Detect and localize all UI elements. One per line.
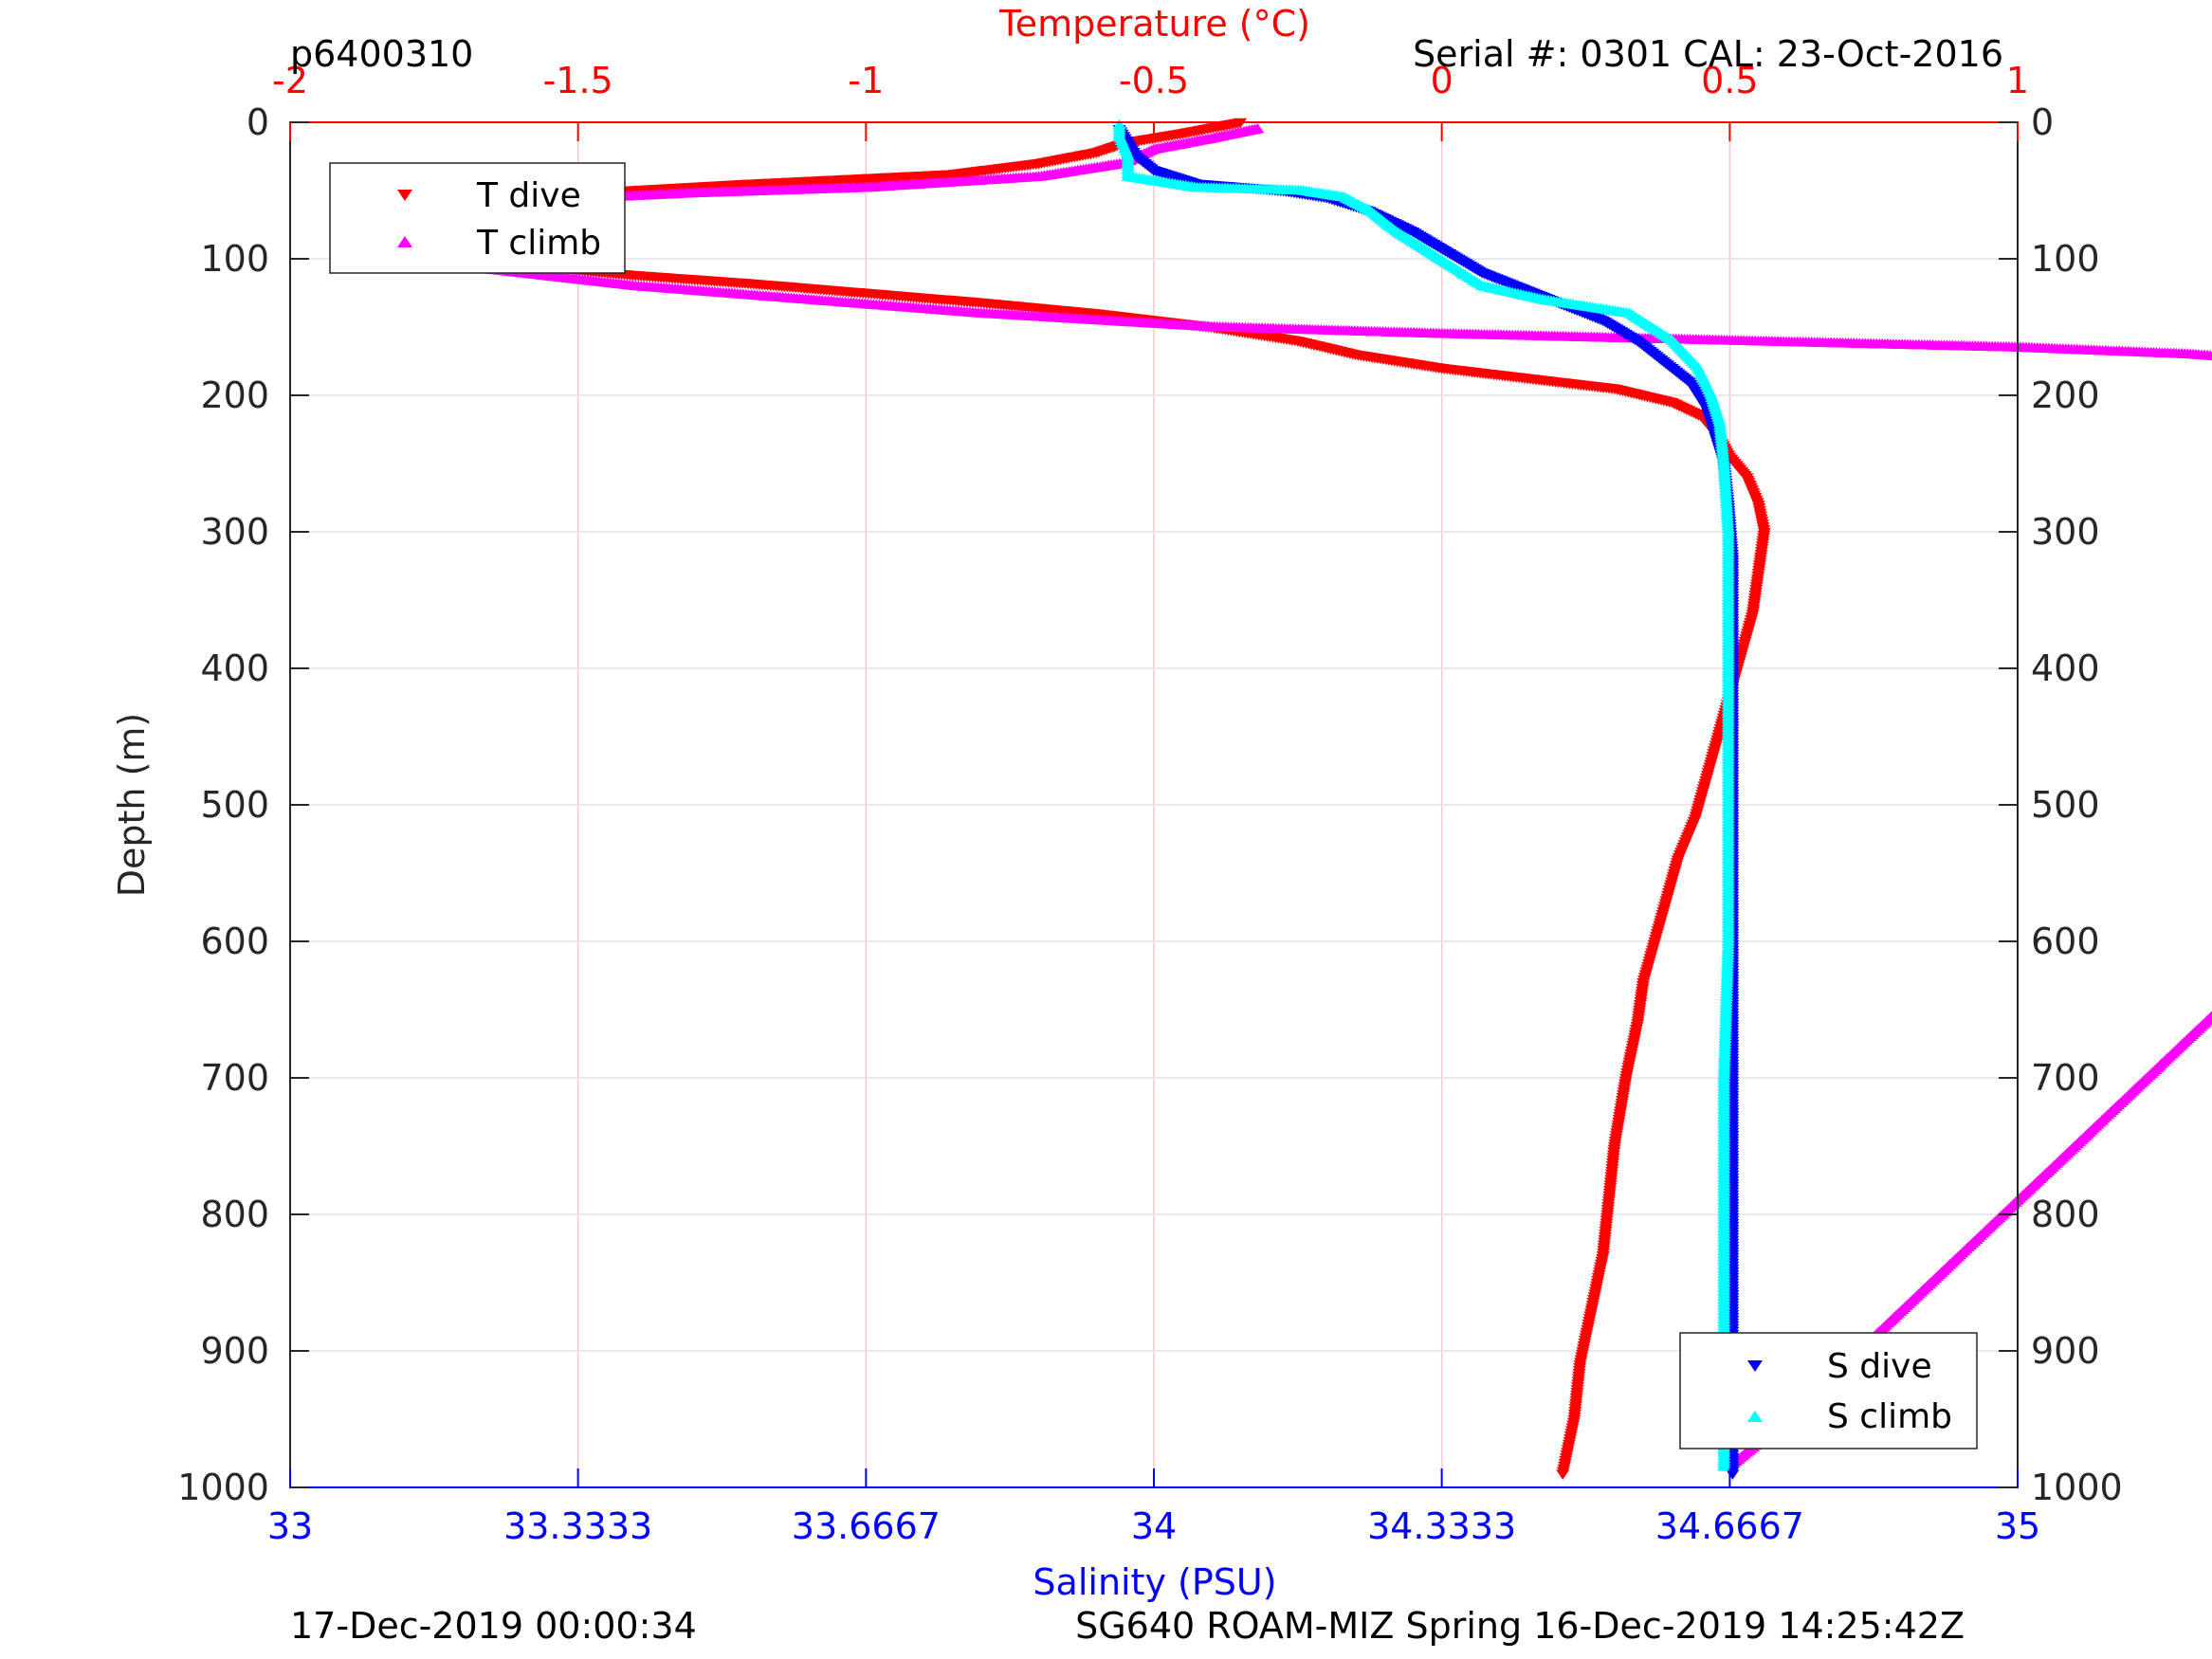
bottom-axis-label: Salinity (PSU) — [1033, 1561, 1276, 1603]
y-tick-label-right: 800 — [2031, 1194, 2100, 1235]
y-tick-label-left: 400 — [200, 647, 269, 689]
top-axis-label: Temperature (°C) — [998, 3, 1310, 45]
legend-salinity-box — [1679, 1332, 1978, 1449]
y-tick-label-right: 700 — [2031, 1057, 2100, 1099]
legend-t-dive-label: T dive — [476, 176, 581, 215]
temperature-tick-label: 1 — [2006, 60, 2029, 101]
data-point — [1556, 1469, 1570, 1480]
y-tick-label-right: 100 — [2031, 238, 2100, 280]
temperature-tick-label: -1 — [848, 60, 884, 101]
y-tick-label-left: 100 — [200, 238, 269, 280]
salinity-tick-label: 33.6667 — [792, 1505, 941, 1547]
y-tick-label-right: 400 — [2031, 647, 2100, 689]
salinity-tick-label: 34.6667 — [1655, 1505, 1804, 1547]
salinity-tick-label: 35 — [1995, 1505, 2040, 1547]
y-tick-label-right: 1000 — [2031, 1467, 2123, 1508]
temperature-ticks: -2 -1.5 -1 -0.5 0 0.5 1 — [272, 60, 2029, 141]
y-tick-label-left: 700 — [200, 1057, 269, 1099]
y-tick-label-right: 600 — [2031, 921, 2100, 962]
legend-s-climb-label: S climb — [1827, 1397, 1952, 1436]
data-point — [1112, 118, 1126, 130]
y-tick-label-right: 900 — [2031, 1330, 2100, 1372]
legend-t-climb-marker — [397, 236, 412, 247]
y-ticks-right: 0 100 200 300 400 500 600 700 800 900 1000 — [1999, 101, 2123, 1508]
y-tick-label-left: 500 — [200, 784, 269, 826]
y-ticks-left: 0 100 200 300 400 500 600 700 800 900 1000 — [177, 101, 309, 1508]
y-tick-label-left: 800 — [200, 1194, 269, 1235]
title-left: p6400310 — [290, 33, 473, 75]
y-tick-label-left: 0 — [247, 101, 269, 143]
salinity-ticks: 33 33.3333 33.6667 34 34.3333 34.6667 35 — [267, 1468, 2040, 1547]
legend-s-dive-marker — [1747, 1360, 1763, 1372]
temperature-tick-label: 0.5 — [1701, 60, 1758, 101]
data-point — [2208, 1012, 2212, 1018]
y-tick-label-right: 200 — [2031, 374, 2100, 416]
legend-temperature-box — [329, 162, 626, 274]
footer-right: SG640 ROAM-MIZ Spring 16-Dec-2019 14:25:… — [1075, 1605, 1965, 1647]
y-tick-label-left: 1000 — [177, 1467, 269, 1508]
y-tick-label-left: 300 — [200, 511, 269, 553]
salinity-tick-label: 34.3333 — [1367, 1505, 1516, 1547]
y-tick-label-right: 500 — [2031, 784, 2100, 826]
legend-t-dive-marker — [397, 190, 412, 201]
y-tick-label-right: 300 — [2031, 511, 2100, 553]
legend-s-dive-label: S dive — [1827, 1347, 1932, 1386]
y-tick-label-left: 900 — [200, 1330, 269, 1372]
temperature-tick-label: 0 — [1431, 60, 1453, 101]
y-axis-label: Depth (m) — [111, 713, 153, 898]
legend-t-climb-label: T climb — [476, 224, 601, 263]
footer-left: 17-Dec-2019 00:00:34 — [290, 1605, 697, 1647]
y-tick-label-left: 200 — [200, 374, 269, 416]
salinity-tick-label: 33.3333 — [503, 1505, 652, 1547]
temperature-tick-label: -0.5 — [1119, 60, 1189, 101]
legend-s-climb-marker — [1747, 1411, 1763, 1422]
legend-salinity: S dive S climb — [1679, 1332, 1978, 1449]
legend-temperature: T dive T climb — [329, 162, 626, 274]
y-tick-label-right: 0 — [2031, 101, 2054, 143]
temperature-tick-label: -2 — [272, 60, 308, 101]
salinity-tick-label: 34 — [1131, 1505, 1177, 1547]
data-point — [1251, 122, 1265, 134]
temperature-tick-label: -1.5 — [543, 60, 613, 101]
y-tick-label-left: 600 — [200, 921, 269, 962]
salinity-tick-label: 33 — [267, 1505, 313, 1547]
title-right: Serial #: 0301 CAL: 23-Oct-2016 — [1413, 33, 2003, 75]
